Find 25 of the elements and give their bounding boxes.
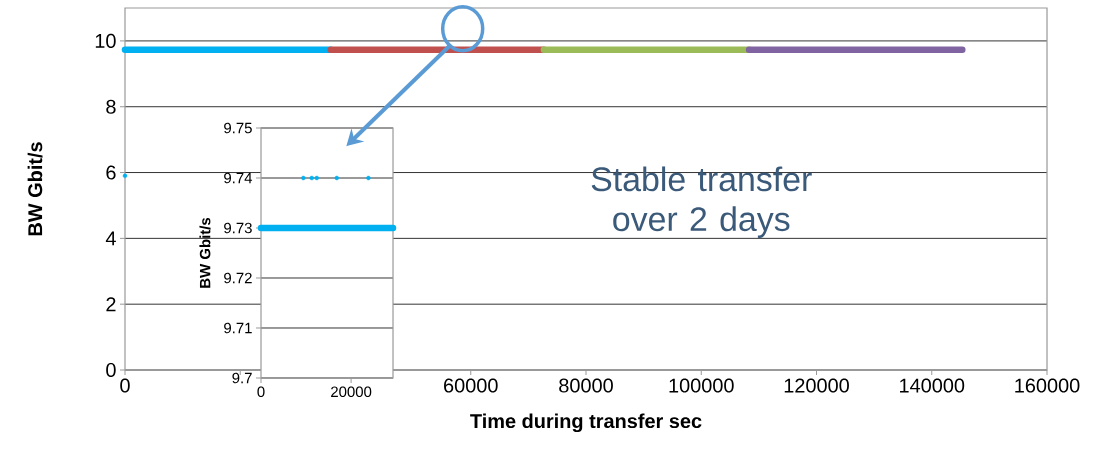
y-tick-label: 9.72 [224,272,252,284]
x-tick-label: 100000 [669,378,734,393]
x-tick-label: 140000 [900,378,965,393]
x-tick-label: 80000 [559,378,613,393]
y-tick-label: 9.71 [224,322,252,334]
x-axis-title: Time during transfer sec [470,413,702,433]
x-tick-label: 20000 [331,386,372,398]
annotation: Stable transfer over 2 days [591,166,812,238]
y-tick-label: 9.73 [224,222,252,234]
y-tick-label: 9.75 [224,122,252,134]
y-tick-label: 10 [95,33,116,48]
y-tick-label: 0 [106,362,116,378]
x-tick-label: 0 [257,386,265,398]
x-tick-label: 60000 [444,378,498,393]
y-tick-label: 2 [106,297,116,312]
x-tick-label: 0 [120,378,130,393]
y-axis-title: BW Gbit/s [199,217,211,288]
x-tick-label: 120000 [784,378,849,393]
y-tick-label: 9.74 [224,172,253,184]
x-tick-label: 160000 [1015,378,1080,393]
y-tick-label: 8 [106,99,116,114]
y-tick-label: 6 [106,165,116,180]
y-tick-label: 9.7 [232,372,252,384]
y-tick-label: 4 [105,231,116,246]
y-axis-title: BW Gbit/s [27,142,43,236]
